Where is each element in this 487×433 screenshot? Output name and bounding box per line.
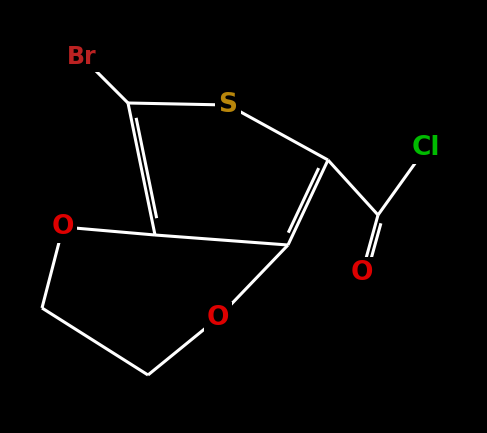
Text: Cl: Cl [412, 135, 440, 161]
Text: O: O [207, 305, 229, 331]
Text: Br: Br [67, 45, 97, 69]
Text: O: O [52, 214, 74, 240]
Text: O: O [351, 260, 373, 286]
Text: S: S [219, 92, 238, 118]
